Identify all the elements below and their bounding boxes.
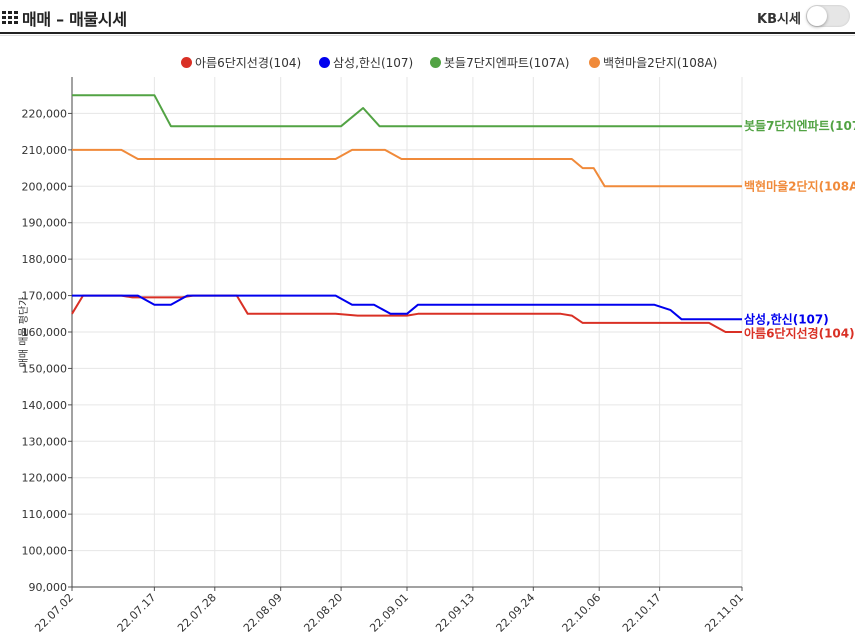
grid-lines [71, 77, 743, 588]
legend-dot-icon [181, 57, 192, 68]
series-end-label-0: 아름6단지선경(104) [744, 325, 855, 340]
series-line-1 [72, 294, 742, 321]
toggle-knob[interactable] [807, 6, 827, 26]
y-tick-label: 210,000 [22, 144, 68, 157]
kb-price-toggle[interactable] [806, 5, 850, 27]
legend-dot-icon [589, 57, 600, 68]
x-tick-label: 22.07.28 [175, 591, 219, 635]
series-line-0 [71, 294, 742, 333]
x-tick-label: 22.09.01 [367, 591, 411, 635]
series-end-label-2: 봇들7단지엔파트(107 [744, 118, 855, 133]
x-tick-label: 22.10.17 [620, 591, 664, 635]
chart-legend: 아름6단지선경(104) 삼성,한신(107) 봇들7단지엔파트(107A) 백… [0, 54, 855, 72]
y-tick-label: 110,000 [22, 508, 68, 521]
y-tick-label: 150,000 [22, 362, 68, 375]
series-end-label-3: 백현마을2단지(108A [744, 178, 855, 193]
series-line-2 [72, 94, 742, 128]
x-tick-label: 22.07.17 [115, 591, 159, 635]
series-end-labels: 봇들7단지엔파트(107 백현마을2단지(108A 삼성,한신(107)아름6단지선… [744, 118, 855, 340]
legend-item-baekhyeon2[interactable]: 백현마을2단지(108A) [589, 54, 717, 71]
y-tick-label: 90,000 [29, 581, 68, 594]
x-tick-label: 22.08.09 [241, 591, 285, 635]
x-tick-label: 22.09.13 [433, 591, 477, 635]
series-line-3 [72, 148, 742, 188]
legend-label: 아름6단지선경(104) [195, 56, 302, 70]
y-tick-label: 120,000 [22, 472, 68, 485]
y-axis-title: 매매 매물 평단가 [18, 297, 30, 368]
chart-axes: 90,000 100,000 110,000 120,000 130,000 140,00… [22, 77, 746, 635]
y-tick-label: 140,000 [22, 399, 68, 412]
legend-dot-icon [319, 57, 330, 68]
grid-menu-icon[interactable] [2, 11, 19, 24]
x-tick-label: 22.07.02 [32, 591, 76, 635]
y-tick-label: 130,000 [22, 435, 68, 448]
legend-item-samsung-hanshin[interactable]: 삼성,한신(107) [319, 54, 413, 71]
x-tick-label: 22.11.01 [702, 591, 746, 635]
y-tick-label: 170,000 [22, 290, 68, 303]
legend-label: 삼성,한신(107) [333, 56, 414, 70]
y-tick-label: 100,000 [22, 545, 68, 558]
chart-header: 매매 – 매물시세 KB시세 [0, 0, 855, 34]
x-tick-label: 22.10.06 [560, 591, 604, 635]
legend-label: 봇들7단지엔파트(107A) [444, 56, 570, 70]
y-tick-label: 220,000 [22, 107, 68, 120]
header-divider [0, 32, 855, 34]
x-tick-label: 22.09.24 [494, 591, 538, 635]
legend-item-arum6[interactable]: 아름6단지선경(104) [181, 54, 301, 71]
legend-label: 백현마을2단지(108A) [603, 56, 718, 70]
header-divider-shadow [0, 35, 855, 36]
y-tick-label: 180,000 [22, 253, 68, 266]
y-tick-label: 200,000 [22, 180, 68, 193]
y-tick-label: 190,000 [22, 217, 68, 230]
series-end-label-1: 삼성,한신(107) [744, 311, 829, 326]
x-tick-label: 22.08.20 [301, 591, 345, 635]
page-title: 매매 – 매물시세 [22, 10, 127, 29]
series-lines [71, 94, 742, 333]
legend-dot-icon [430, 57, 441, 68]
kb-toggle-label: KB시세 [757, 12, 801, 27]
y-tick-label: 160,000 [22, 326, 68, 339]
legend-item-botdeul7[interactable]: 봇들7단지엔파트(107A) [430, 54, 569, 71]
